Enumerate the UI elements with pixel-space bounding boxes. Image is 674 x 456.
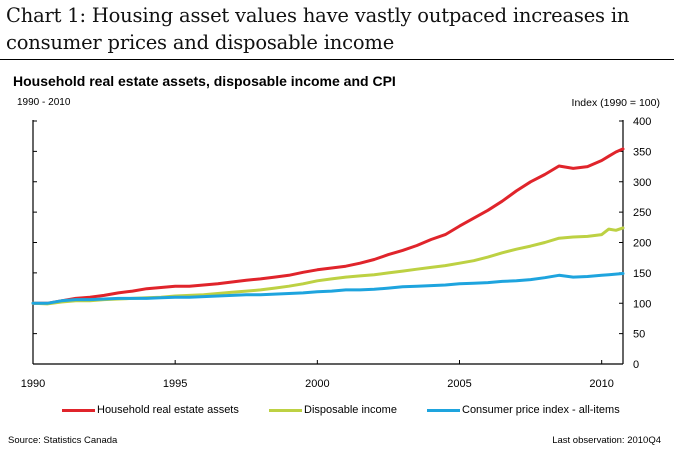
x-tick-label: 1990: [21, 378, 45, 390]
page-heading-line-2: consumer prices and disposable income: [6, 31, 395, 54]
legend: Household real estate assets Disposable …: [0, 404, 674, 418]
legend-swatch-cpi: [427, 408, 460, 412]
legend-item-disposable-income: Disposable income: [269, 404, 397, 416]
chart-subtitle: 1990 - 2010: [17, 97, 71, 108]
last-observation-note: Last observation: 2010Q4: [552, 435, 661, 446]
legend-item-real-estate: Household real estate assets: [62, 404, 239, 416]
series-line-real-estate: [31, 147, 625, 305]
legend-label-disposable-income: Disposable income: [304, 404, 397, 416]
y-tick-label: 150: [633, 268, 651, 280]
legend-swatch-disposable-income: [269, 408, 302, 412]
series-line-cpi: [31, 272, 625, 305]
x-tick-label: 2010: [589, 378, 613, 390]
y-axis-label: Index (1990 = 100): [571, 97, 660, 109]
x-tick-labels: 1990 1995 2000 2005 2010: [21, 378, 614, 390]
legend-item-cpi: Consumer price index - all-items: [427, 404, 620, 416]
y-tick-label: 300: [633, 177, 651, 189]
x-tick-label: 2000: [305, 378, 329, 390]
y-tick-label: 400: [633, 116, 651, 128]
legend-label-real-estate: Household real estate assets: [97, 404, 239, 416]
x-tick-label: 1995: [163, 378, 187, 390]
source-note: Source: Statistics Canada: [8, 435, 118, 446]
y-tick-label: 350: [633, 146, 651, 158]
legend-label-cpi: Consumer price index - all-items: [462, 404, 620, 416]
y-tick-label: 250: [633, 207, 651, 219]
heading-divider: [0, 59, 674, 60]
y-tick-label: 200: [633, 238, 651, 250]
page-heading: Chart 1: Housing asset values have vastl…: [6, 2, 629, 56]
y-tick-label: 0: [633, 359, 639, 371]
axes: [32, 120, 624, 365]
series-lines: [31, 147, 625, 306]
x-tick-label: 2005: [447, 378, 471, 390]
y-tick-label: 50: [633, 329, 645, 341]
chart-title: Household real estate assets, disposable…: [13, 73, 396, 89]
y-tick-label: 100: [633, 298, 651, 310]
y-tick-labels: 0 50 100 150 200 250 300 350 400: [633, 116, 651, 371]
page-heading-line-1: Chart 1: Housing asset values have vastl…: [6, 4, 630, 27]
legend-swatch-real-estate: [62, 408, 95, 412]
